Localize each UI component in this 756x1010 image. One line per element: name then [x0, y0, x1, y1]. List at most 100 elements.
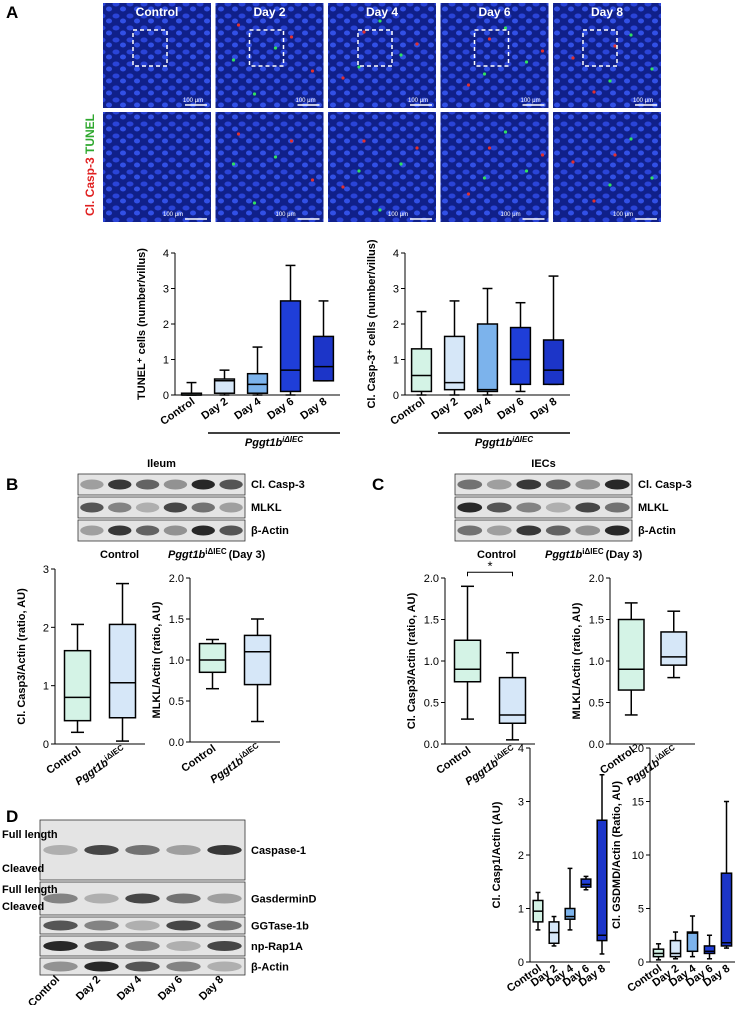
y-axis-label: Cl. GSDMD/Actin (Ratio, AU) [611, 781, 623, 929]
signal [341, 76, 345, 80]
band [604, 525, 630, 536]
signal [613, 153, 617, 157]
micrograph [328, 112, 436, 222]
scale-bar-label: 100 μm [276, 212, 296, 218]
band [516, 525, 542, 536]
signal [310, 69, 315, 73]
y-tick-label: 2.0 [589, 573, 604, 585]
band [191, 525, 215, 536]
box [443, 335, 466, 391]
significance: * [487, 558, 492, 573]
y-axis-label: Cl. Casp3/Actin (ratio, AU) [406, 592, 418, 729]
category-sup: iΔIEC [493, 743, 516, 763]
lane-label: Control [26, 974, 62, 1005]
blot-strip [454, 473, 633, 496]
y-tick-label: 1.0 [169, 655, 184, 667]
y-tick-label: 1.5 [589, 615, 604, 627]
timepoint: (Day 3) [229, 549, 266, 561]
signal [487, 146, 492, 150]
band [80, 525, 104, 536]
signal [399, 162, 403, 166]
band [43, 893, 78, 904]
band [191, 479, 215, 490]
band [166, 893, 201, 904]
band [486, 525, 512, 536]
inset-box [582, 29, 618, 67]
stain-green: TUNEL [83, 114, 97, 154]
box [669, 939, 682, 958]
y-tick-label: 2.0 [169, 573, 184, 585]
band [84, 920, 119, 931]
y-axis-label: TUNEL⁺ cells (number/villus) [136, 248, 148, 400]
y-tick-label: 0 [638, 957, 644, 969]
signal [289, 139, 294, 143]
panel-letter: A [6, 3, 18, 22]
signal [482, 176, 487, 180]
category: Day 6 [265, 396, 296, 423]
image-label: Day 6 [478, 5, 510, 19]
signal [482, 72, 487, 76]
signal [571, 160, 575, 164]
band [575, 525, 601, 536]
stain-label: Cl. Casp-3 TUNEL [83, 114, 97, 216]
image-label: Control [136, 5, 179, 19]
band [516, 502, 542, 513]
signal [503, 26, 508, 30]
micrograph [103, 112, 211, 222]
band [135, 479, 160, 490]
category: Pggt1b [208, 755, 246, 786]
y-tick-label: 2.0 [424, 573, 439, 585]
y-tick-label: 1 [43, 681, 49, 693]
signal [378, 19, 382, 23]
micrograph [215, 3, 324, 108]
category: Day 8 [528, 396, 559, 423]
band [166, 961, 201, 972]
lane-label: Day 4 [115, 973, 145, 1003]
group-label: Pggt1biΔIEC [245, 435, 303, 449]
signal [273, 46, 278, 50]
y-tick-label: 2 [518, 850, 524, 862]
band [125, 845, 160, 855]
blot-strip [77, 496, 246, 519]
band [80, 502, 104, 513]
genotype: Pggt1b [245, 437, 283, 449]
blot-strip [77, 519, 246, 542]
box [617, 618, 645, 691]
genotype: Pggt1b [545, 549, 583, 561]
y-tick-label: 1.5 [424, 615, 439, 627]
y-tick-label: 2 [393, 319, 399, 331]
signal [236, 132, 241, 136]
signal [503, 130, 508, 134]
signal [466, 192, 471, 196]
signal [357, 65, 361, 69]
category: Day 6 [495, 396, 526, 423]
y-tick-label: 0.5 [589, 698, 604, 710]
blot-strip [454, 519, 633, 542]
category: Day 4 [232, 395, 264, 422]
signal [650, 176, 654, 180]
signal [252, 92, 257, 96]
signal [252, 201, 257, 205]
signal [613, 44, 617, 48]
y-tick-label: 5 [638, 904, 644, 916]
y-tick-label: 3 [163, 284, 169, 296]
x-tick-label: Day 8 [298, 396, 329, 423]
blot-title: Ileum [147, 458, 176, 470]
band [207, 961, 242, 972]
micrograph [440, 3, 549, 108]
band [43, 845, 78, 855]
stain-red: Cl. Casp-3 [83, 157, 97, 216]
band [166, 920, 201, 931]
micrograph [328, 3, 436, 108]
genotype: Pggt1b [168, 549, 206, 561]
row-label: MLKL [251, 502, 282, 514]
lane-label: Day 8 [197, 974, 226, 1003]
y-axis-label: MLKL/Actin (ratio, AU) [151, 601, 163, 718]
y-tick-label: 4 [518, 743, 524, 755]
signal [341, 185, 345, 189]
x-tick-label: Day 8 [528, 396, 559, 423]
x-tick-label: Control [44, 745, 83, 777]
band [604, 502, 630, 513]
micrograph [553, 3, 661, 108]
signal [289, 35, 294, 39]
